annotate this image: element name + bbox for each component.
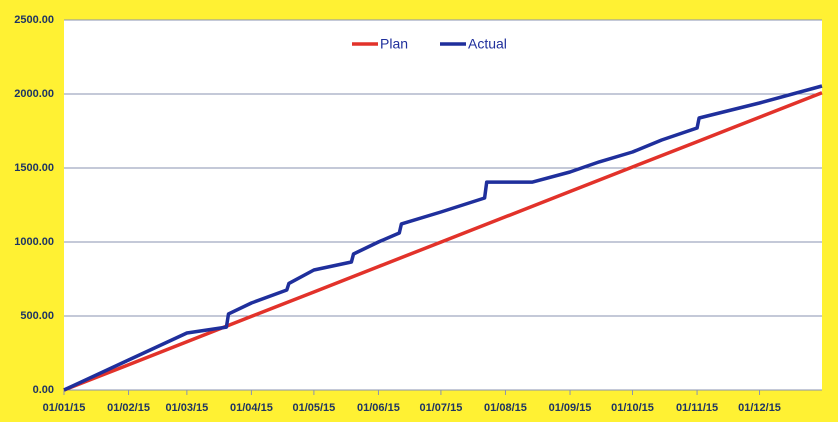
x-tick-label: 01/03/15 [165,402,208,414]
y-tick-label: 500.00 [20,310,54,322]
x-tick-label: 01/10/15 [611,402,654,414]
plot-area [64,20,822,390]
y-tick-label: 0.00 [33,384,54,396]
legend-label: Actual [468,36,507,52]
line-series [63,84,823,392]
x-tick-label: 01/01/15 [43,402,86,414]
y-tick-label: 2000.00 [14,88,54,100]
x-tick-label: 01/02/15 [107,402,150,414]
x-tick-label: 01/08/15 [484,402,527,414]
y-tick-label: 1500.00 [14,162,54,174]
x-tick-label: 01/04/15 [230,402,273,414]
y-tick-label: 2500.00 [14,14,54,26]
y-tick-label: 1000.00 [14,236,54,248]
legend-label: Plan [380,36,408,52]
x-tick-label: 01/07/15 [420,402,463,414]
x-tick-label: 01/06/15 [357,402,400,414]
line-series [63,91,823,392]
x-tick-label: 01/05/15 [292,402,335,414]
x-tick-label: 01/12/15 [738,402,781,414]
x-tick-label: 01/09/15 [549,402,592,414]
x-tick-label: 01/11/15 [676,402,718,414]
